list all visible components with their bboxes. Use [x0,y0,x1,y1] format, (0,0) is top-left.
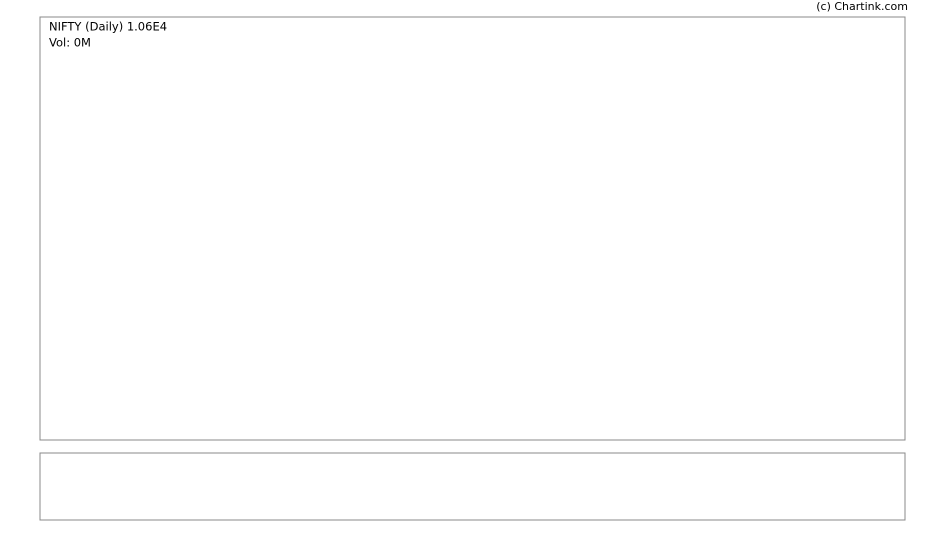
rsi-frame [39,452,906,521]
legend-box [42,18,186,164]
title: NIFTY (Daily) 1.06E4 [49,20,167,34]
main-frame [39,16,906,441]
subtitle: Vol: 0M [49,36,91,50]
credit: (c) Chartink.com [816,0,908,13]
